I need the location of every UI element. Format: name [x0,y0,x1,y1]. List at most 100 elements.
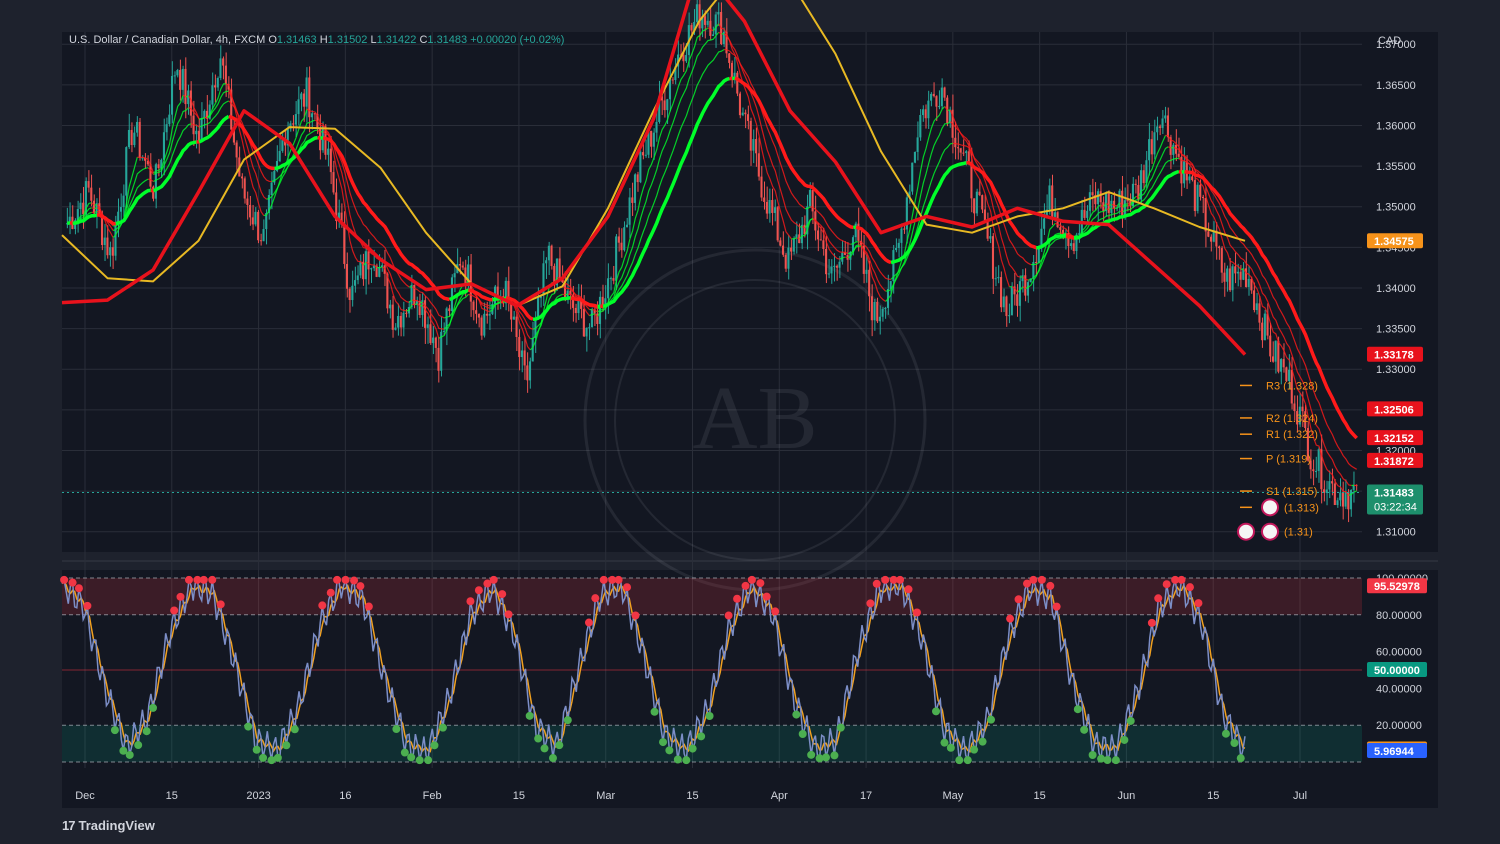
price-label-text: 1.32506 [1374,404,1414,416]
candle-body [179,69,182,90]
candle-body [550,245,553,266]
ema-line [1108,203,1112,207]
candle-body [946,97,949,124]
candle-body [1150,139,1153,155]
candle-body [978,191,981,196]
candle-body [383,265,386,274]
candle-body [103,237,106,246]
stoch-trough-dot [940,738,949,747]
stoch-trough-dot [244,722,253,731]
ema-line [408,299,413,303]
candle-body [1158,126,1161,128]
pivot-label: (1.31) [1284,527,1313,539]
watermark-ring [614,279,896,561]
candle-body [378,267,381,277]
candle-body [808,190,811,207]
stoch-peak-dot [176,592,185,601]
candle-body [806,206,809,235]
candle-body [240,176,244,179]
candle-body [862,245,865,274]
price-pane [62,32,1438,552]
stoch-peak-dot [498,590,507,599]
candle-body [528,361,532,381]
candle-body [983,209,986,223]
candle-body [1274,340,1277,362]
pivot-label: R3 (1.328) [1266,380,1318,392]
stoch-label-box [1367,662,1427,677]
candle-body [289,123,292,129]
stoch-peak-dot [771,607,780,616]
candle-body [273,170,276,183]
candle-body [878,316,881,322]
candle-body [448,308,451,312]
ema-line [206,90,229,119]
price-tick-label: 1.33500 [1376,324,1416,336]
candle-body [1123,200,1126,217]
stoch-peak-dot [474,586,483,595]
candle-body [125,147,128,196]
ema-line [137,156,155,174]
candle-body [1204,198,1207,232]
candle-body [1088,192,1091,211]
candle-body [825,248,828,275]
candle-body [593,309,596,314]
candle-body [1282,359,1285,368]
stoch-trough-dot [1103,756,1112,765]
candle-body [1269,335,1272,357]
candle-body [1320,449,1323,490]
candle-body [749,120,752,151]
candle-body [176,69,179,76]
stoch-peak-dot [733,594,742,603]
candle-body [601,296,604,308]
stoch-peak-dot [1171,575,1180,584]
candle-body [755,139,758,154]
candle-body [854,223,857,238]
candle-body [1247,278,1250,288]
candle-body [1312,469,1315,472]
stoch-trough-dot [438,723,447,732]
stoch-peak-dot [1029,575,1038,584]
ema-line [199,117,205,120]
candle-body [900,228,903,243]
candle-body [1026,282,1030,296]
stoch-trough-dot [273,753,282,762]
candle-body [913,151,916,163]
candle-body [354,280,357,286]
ema-line [382,266,407,312]
price-label-box [1367,430,1423,446]
pivot-label: (1.313) [1284,502,1319,514]
candle-body [1352,484,1355,490]
ema-line [1036,233,1067,250]
candle-body [771,200,774,213]
ema-line [467,288,493,302]
candle-body [162,132,165,160]
candle-body [1008,315,1011,317]
candle-body [1110,200,1113,213]
candle-body [561,279,564,283]
candle-body [784,254,787,269]
ema-line [890,142,954,280]
candle-body [100,215,104,246]
stoch-peak-dot [1154,594,1163,603]
ema-line [812,218,849,255]
stoch-peak-dot [1177,575,1186,584]
ema-line [91,202,95,206]
candle-body [111,247,114,256]
tradingview-logo[interactable]: 17 TradingView [62,818,155,833]
candle-body [717,11,720,15]
stoch-peak-dot [318,601,327,610]
candle-body [1035,262,1038,264]
ema-line [317,135,321,140]
candle-body [757,153,760,177]
ema-line [532,296,571,321]
candle-body [811,190,814,212]
candle-body [1099,191,1102,203]
candle-body [741,112,744,116]
stoch-peak-dot [193,575,202,584]
ema-line [597,31,720,313]
candle-body [294,114,297,125]
ema-line [860,245,887,292]
candle-body [1220,248,1223,273]
candle-body [1078,233,1081,235]
